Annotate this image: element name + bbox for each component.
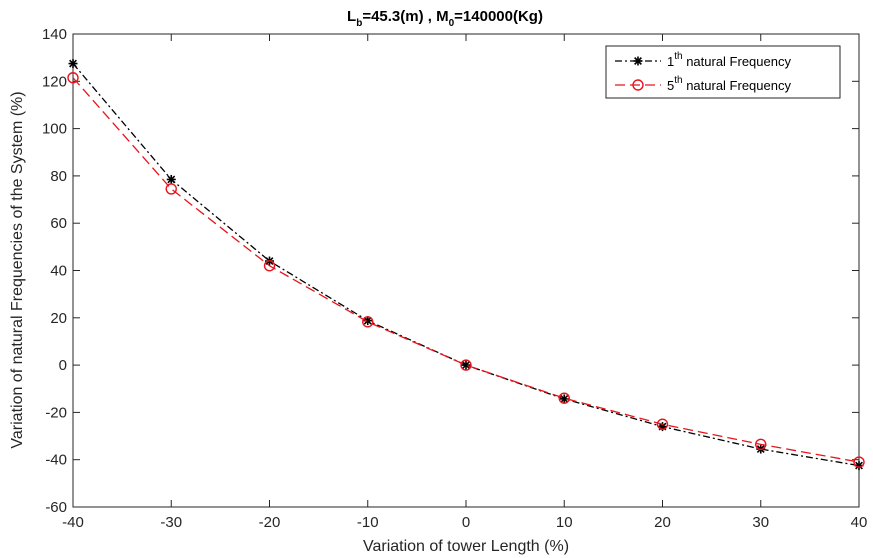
- data-point-circle: [656, 418, 669, 430]
- legend-items: 1th natural Frequency 5th natural Frequen…: [615, 51, 791, 93]
- data-point-circle: [460, 359, 472, 371]
- series-line-2: [72, 77, 860, 463]
- legend-box: [605, 45, 841, 99]
- data-point-asterisk: [166, 174, 176, 184]
- x-tick-label: 10: [556, 514, 573, 531]
- data-point-circle: [67, 72, 79, 84]
- x-tick-label: -10: [357, 514, 379, 531]
- y-tick-label: 60: [50, 215, 67, 232]
- data-point-circle: [263, 260, 276, 272]
- y-tick-label: 140: [42, 26, 67, 43]
- x-tick-label: 30: [752, 514, 769, 531]
- legend-label-2: 5th natural Frequency: [667, 75, 791, 93]
- title-l-sub: b: [356, 18, 362, 29]
- x-tick-label: -20: [259, 514, 281, 531]
- data-point-circle: [362, 316, 374, 328]
- data-point-circle: [853, 456, 865, 468]
- y-tick-label: -20: [45, 404, 67, 421]
- x-tick-label: 40: [851, 514, 868, 531]
- series-line-1: [72, 63, 860, 467]
- y-tick-label: 120: [42, 73, 67, 90]
- data-point-asterisk: [633, 56, 643, 66]
- y-tick-label: 0: [59, 357, 67, 374]
- data-point-circle: [755, 438, 767, 451]
- data-point-circle: [558, 392, 570, 404]
- title-l: L: [347, 8, 356, 25]
- data-point-asterisk: [559, 394, 569, 404]
- plot-area: [72, 33, 860, 508]
- y-tick-label: 80: [50, 168, 67, 185]
- y-axis-label: Variation of natural Frequencies of the …: [9, 91, 26, 448]
- data-point-circle: [165, 183, 177, 195]
- axis-ticks: -40 -30 -20 -10 0 10 20 30 40-60-40-200204060801…: [42, 26, 867, 531]
- x-tick-label: -30: [160, 514, 182, 531]
- y-tick-label: -40: [45, 452, 67, 469]
- title-m-value: =140000(Kg): [454, 8, 543, 25]
- x-tick-label: -40: [62, 514, 84, 531]
- chart-title: Lb=45.3(m) , M0=140000(Kg): [347, 8, 543, 29]
- data-point-circle: [632, 79, 644, 91]
- y-tick-label: -60: [45, 499, 67, 516]
- data-point-asterisk: [461, 360, 471, 370]
- x-tick-label: 20: [654, 514, 671, 531]
- legend-label-1: 1th natural Frequency: [667, 51, 791, 69]
- title-l-value: =45.3(m) , M: [362, 8, 448, 25]
- series-group: [67, 59, 865, 471]
- y-tick-label: 100: [42, 121, 67, 138]
- title-m-sub: 0: [449, 18, 455, 29]
- legend: 1th natural Frequency 5th natural Frequen…: [605, 45, 841, 99]
- data-point-asterisk: [68, 59, 78, 69]
- x-tick-label: 0: [462, 514, 470, 531]
- y-tick-label: 20: [50, 310, 67, 327]
- y-tick-label: 40: [50, 263, 67, 280]
- x-axis-label: Variation of tower Length (%): [363, 538, 569, 555]
